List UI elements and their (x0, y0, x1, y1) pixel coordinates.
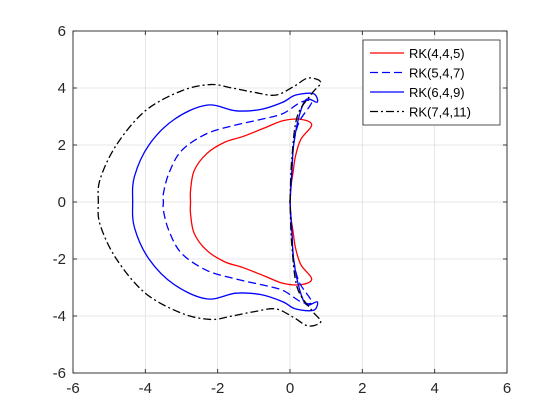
ticks (72, 30, 508, 374)
y-tick-label: 6 (58, 23, 66, 40)
y-tick-label: 4 (58, 80, 66, 97)
legend-label-3: RK(6,4,9) (409, 85, 465, 100)
x-tick-label: 0 (286, 380, 294, 397)
x-tick-label: 2 (358, 380, 366, 397)
legend-label-1: RK(4,4,5) (409, 46, 465, 61)
series-line-3 (131, 92, 319, 312)
x-tick-label: -2 (211, 380, 224, 397)
series-line-4 (97, 77, 322, 327)
x-tick-label: -6 (66, 380, 79, 397)
x-tick-label: 6 (503, 380, 511, 397)
legend-label-2: RK(5,4,7) (409, 66, 465, 81)
curves (97, 77, 322, 327)
y-tick-label: 0 (58, 194, 66, 211)
y-tick-label: 2 (58, 137, 66, 154)
x-tick-label: 4 (430, 380, 438, 397)
tick-labels: -6 -4 -2 0 2 4 6 -6 -4 -2 0 2 4 6 (53, 23, 512, 397)
y-tick-label: -6 (53, 365, 66, 382)
legend-label-4: RK(7,4,11) (409, 105, 471, 120)
x-tick-label: -4 (139, 380, 152, 397)
y-tick-label: -2 (53, 251, 66, 268)
legend-box (362, 39, 501, 126)
y-tick-label: -4 (53, 308, 66, 325)
series-line-1 (189, 118, 313, 286)
series-line-2 (162, 99, 313, 305)
legend: RK(4,4,5) RK(5,4,7) RK(6,4,9) RK(7,4,11) (362, 39, 501, 126)
